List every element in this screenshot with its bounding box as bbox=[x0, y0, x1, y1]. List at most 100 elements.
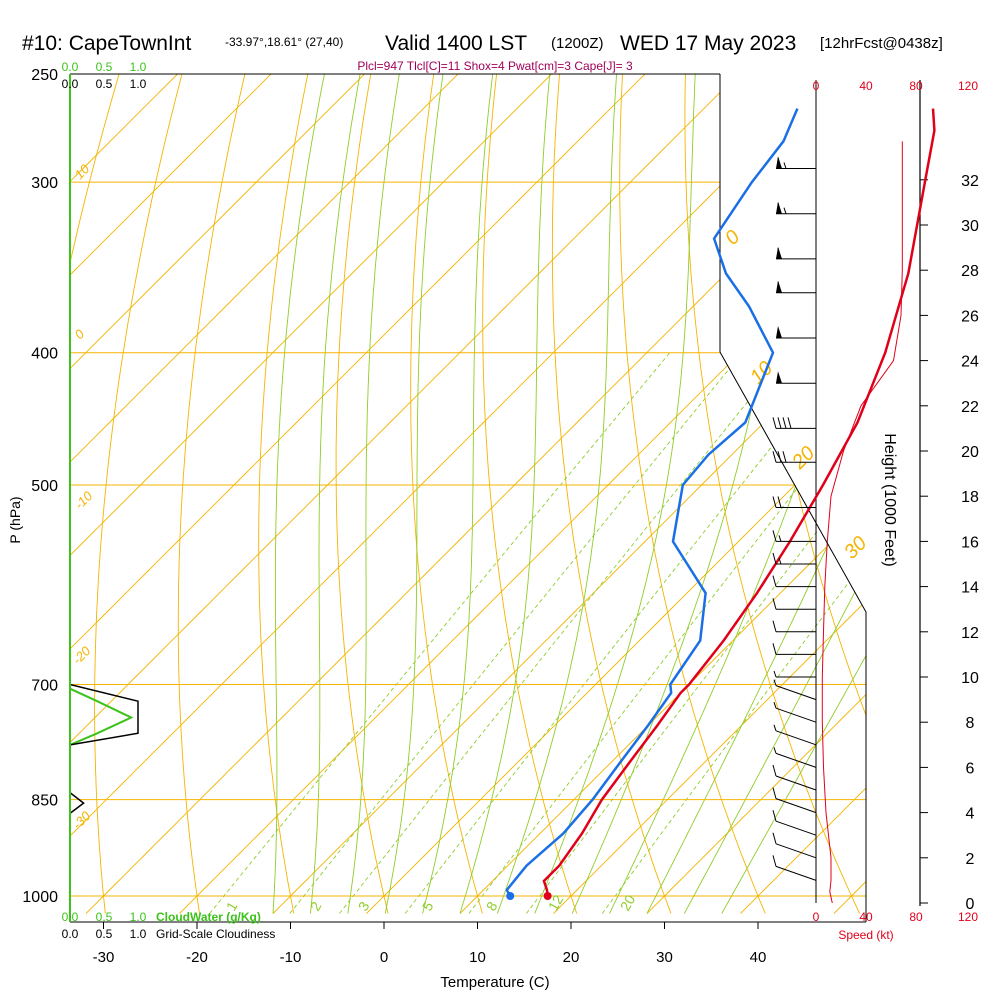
dry-adiabat-line bbox=[684, 74, 861, 914]
speed-top-tick: 40 bbox=[859, 79, 873, 93]
temperature-tick-label: 30 bbox=[656, 949, 673, 966]
sounding-profiles bbox=[505, 108, 936, 900]
cloud-water-profile bbox=[69, 687, 134, 746]
isotherm-line bbox=[70, 74, 833, 914]
wind-barb bbox=[772, 417, 816, 429]
isotherm-line bbox=[70, 74, 739, 914]
speed-bottom-tick: 40 bbox=[859, 910, 873, 924]
height-tick-label: 16 bbox=[961, 534, 979, 551]
cloud-water-top-tick: 1.0 bbox=[130, 60, 147, 74]
pressure-tick-label: 400 bbox=[31, 346, 58, 363]
isotherm-line bbox=[85, 74, 866, 914]
axes-frame bbox=[69, 73, 867, 929]
title-coords: -33.97°,18.61° (27,40) bbox=[225, 35, 343, 49]
dry-adiabat-line bbox=[410, 74, 483, 914]
moist-adiabat-line bbox=[684, 74, 866, 914]
mixing-ratio-line bbox=[404, 352, 847, 914]
mixing-ratio-line bbox=[339, 352, 788, 914]
height-tick-label: 26 bbox=[961, 308, 979, 325]
wind-barb bbox=[772, 832, 817, 859]
wind-barb bbox=[772, 598, 816, 610]
pressure-tick-label: 300 bbox=[31, 175, 58, 192]
mixing-ratio-label: 2 bbox=[307, 899, 325, 914]
x-axis-title: Temperature (C) bbox=[440, 974, 549, 991]
temperature-tick-label: 10 bbox=[469, 949, 486, 966]
wind-barb bbox=[776, 156, 816, 169]
dry-adiabat-line bbox=[177, 74, 246, 914]
wind-barb bbox=[772, 552, 816, 565]
height-tick-label: 10 bbox=[961, 670, 979, 687]
speed-bottom-tick: 0 bbox=[813, 910, 820, 924]
cloudiness-top-tick: 0.0 bbox=[62, 77, 79, 91]
temperature-tick-label: -30 bbox=[93, 949, 115, 966]
cloudiness-bottom-tick: 0.5 bbox=[96, 927, 113, 941]
height-tick-label: 2 bbox=[966, 851, 975, 868]
wind-barb bbox=[776, 326, 816, 339]
wind-barb bbox=[772, 575, 816, 588]
wind-barb bbox=[772, 530, 816, 542]
stability-indices: Plcl=947 Tlcl[C]=11 Shox=4 Pwat[cm]=3 Ca… bbox=[357, 59, 633, 73]
plot-right-boundary bbox=[719, 74, 867, 922]
height-axis-title: Height (1000 Feet) bbox=[881, 433, 898, 566]
surface-dewpoint-dot bbox=[506, 892, 515, 900]
isotherm-label: 0 bbox=[72, 326, 88, 342]
wind-barb bbox=[776, 201, 816, 215]
cloudiness-top-tick: 0.5 bbox=[96, 77, 113, 91]
mixing-ratio-line bbox=[289, 352, 743, 914]
moist-adiabat-line bbox=[309, 74, 361, 914]
wind-barb bbox=[773, 702, 817, 723]
isotherm-label: -10 bbox=[72, 488, 96, 512]
wind-barb bbox=[772, 496, 816, 508]
height-tick-label: 18 bbox=[961, 489, 979, 506]
height-tick-label: 22 bbox=[961, 399, 979, 416]
y-axis-title: P (hPa) bbox=[7, 496, 23, 543]
dry-adiabat-line bbox=[551, 74, 672, 914]
height-tick-label: 28 bbox=[961, 263, 979, 280]
isotherm-line bbox=[553, 74, 866, 914]
cloud-water-top-tick: 0.0 bbox=[62, 60, 79, 74]
cloudiness-bottom-tick: 0.0 bbox=[62, 927, 79, 941]
temperature-tick-label: 40 bbox=[750, 949, 767, 966]
isotherm-line bbox=[366, 74, 866, 914]
wind-barb bbox=[776, 280, 816, 294]
moist-adiabat-line bbox=[646, 74, 866, 914]
mixing-ratio-label: 20 bbox=[617, 892, 639, 914]
isotherm-line bbox=[646, 74, 866, 914]
height-tick-label: 14 bbox=[961, 580, 979, 597]
isotherm-line bbox=[70, 74, 365, 914]
moist-adiabat-line bbox=[347, 74, 400, 914]
wind-barb bbox=[772, 643, 816, 655]
cloudiness-label: Grid-Scale Cloudiness bbox=[156, 927, 275, 941]
dry-adiabat-line bbox=[94, 74, 183, 914]
moist-adiabat-line bbox=[534, 74, 696, 914]
cloud-water-top-tick: 0.5 bbox=[96, 60, 113, 74]
wind-barb bbox=[772, 810, 817, 836]
speed-bottom-tick: 80 bbox=[909, 910, 923, 924]
wind-barb bbox=[773, 679, 817, 701]
temperature-profile bbox=[542, 108, 936, 897]
dewpoint-profile bbox=[505, 108, 799, 897]
cloudiness-bottom-tick: 1.0 bbox=[130, 927, 147, 941]
cloud-water-label: CloudWater (g/Kg) bbox=[156, 910, 261, 924]
pressure-tick-label: 250 bbox=[31, 67, 58, 84]
wind-barb bbox=[773, 747, 817, 768]
temperature-tick-label: -10 bbox=[280, 949, 302, 966]
moist-adiabat-line bbox=[609, 74, 866, 914]
title-valid: Valid 1400 LST bbox=[385, 32, 527, 55]
isotherm-line bbox=[459, 74, 866, 914]
pressure-tick-label: 850 bbox=[31, 793, 58, 810]
wind-barb bbox=[776, 371, 816, 384]
dry-adiabat-line bbox=[619, 74, 766, 914]
isotherm-label: 30 bbox=[840, 532, 871, 563]
dry-adiabat-line bbox=[335, 74, 389, 914]
height-tick-label: 4 bbox=[966, 806, 975, 823]
moist-adiabat-line bbox=[422, 74, 494, 914]
temperature-tick-label: 0 bbox=[380, 949, 388, 966]
isotherm-line bbox=[70, 74, 646, 914]
speed-top-tick: 0 bbox=[813, 79, 820, 93]
cloudiness-profile bbox=[69, 683, 139, 814]
dry-adiabat-line bbox=[258, 74, 309, 914]
surface-temperature-dot bbox=[543, 892, 552, 900]
moist-adiabat-line bbox=[384, 74, 444, 914]
